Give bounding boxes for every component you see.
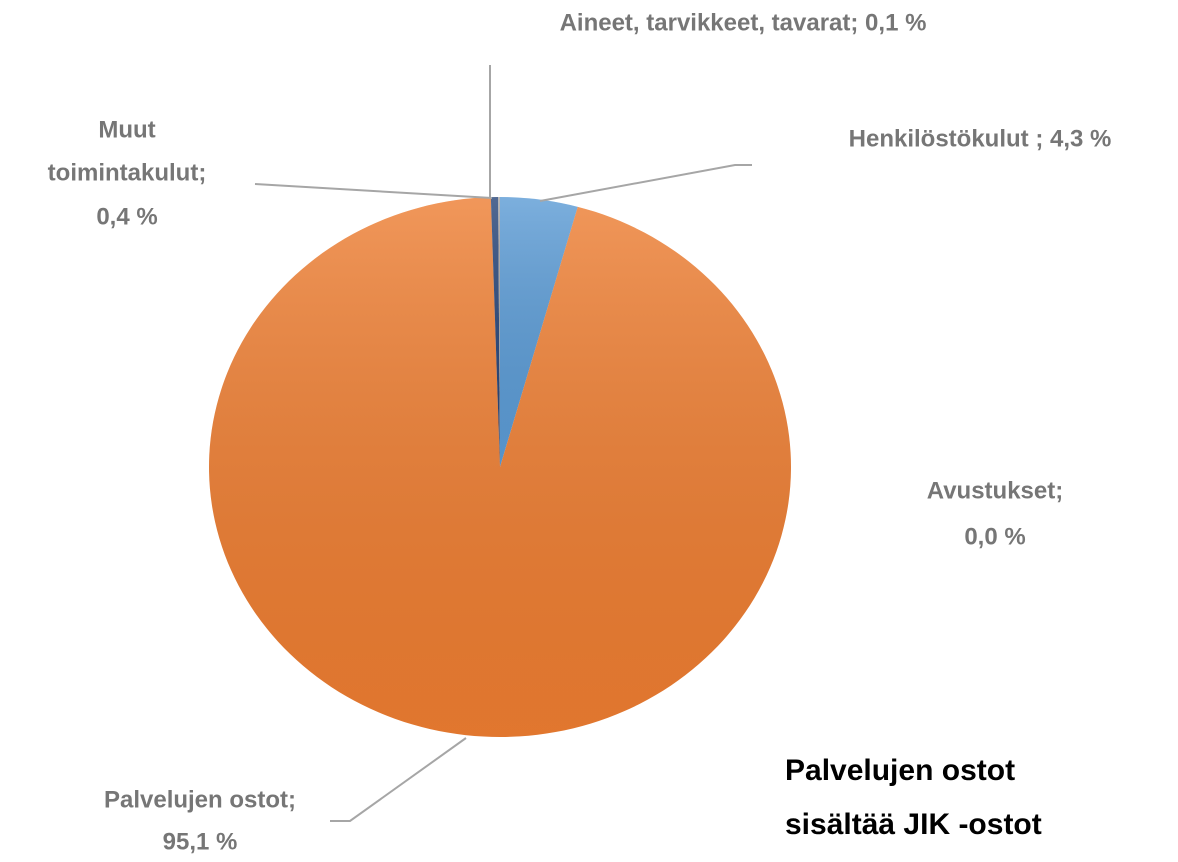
data-label: 0,4 % [96, 203, 157, 230]
labels: Henkilöstökulut ; 4,3 % Palvelujen ostot;… [48, 9, 1112, 855]
data-label: Henkilöstökulut ; 4,3 % [849, 125, 1112, 152]
leader-line [539, 164, 752, 202]
slice-shade [490, 197, 500, 467]
data-label: Palvelujen ostot; [104, 786, 296, 813]
slice-shade [498, 197, 500, 467]
data-label: 95,1 % [163, 828, 238, 855]
slices [209, 197, 792, 738]
data-label: Aineet, tarvikkeet, tavarat; 0,1 % [560, 9, 927, 36]
leader-line [254, 183, 493, 199]
data-label: toimintakulut; [48, 159, 207, 186]
slice-shade [500, 197, 578, 467]
data-label: 0,0 % [964, 523, 1025, 550]
data-label: Muut [98, 116, 155, 143]
annotation: Palvelujen ostot [785, 754, 1015, 787]
data-label: Avustukset; [927, 477, 1063, 504]
leader-line [330, 737, 467, 822]
annotation: sisältää JIK -ostot [785, 808, 1042, 841]
slice-shade [209, 197, 792, 738]
